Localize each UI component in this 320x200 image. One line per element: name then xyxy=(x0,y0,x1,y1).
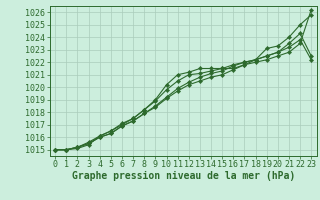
X-axis label: Graphe pression niveau de la mer (hPa): Graphe pression niveau de la mer (hPa) xyxy=(72,171,295,181)
